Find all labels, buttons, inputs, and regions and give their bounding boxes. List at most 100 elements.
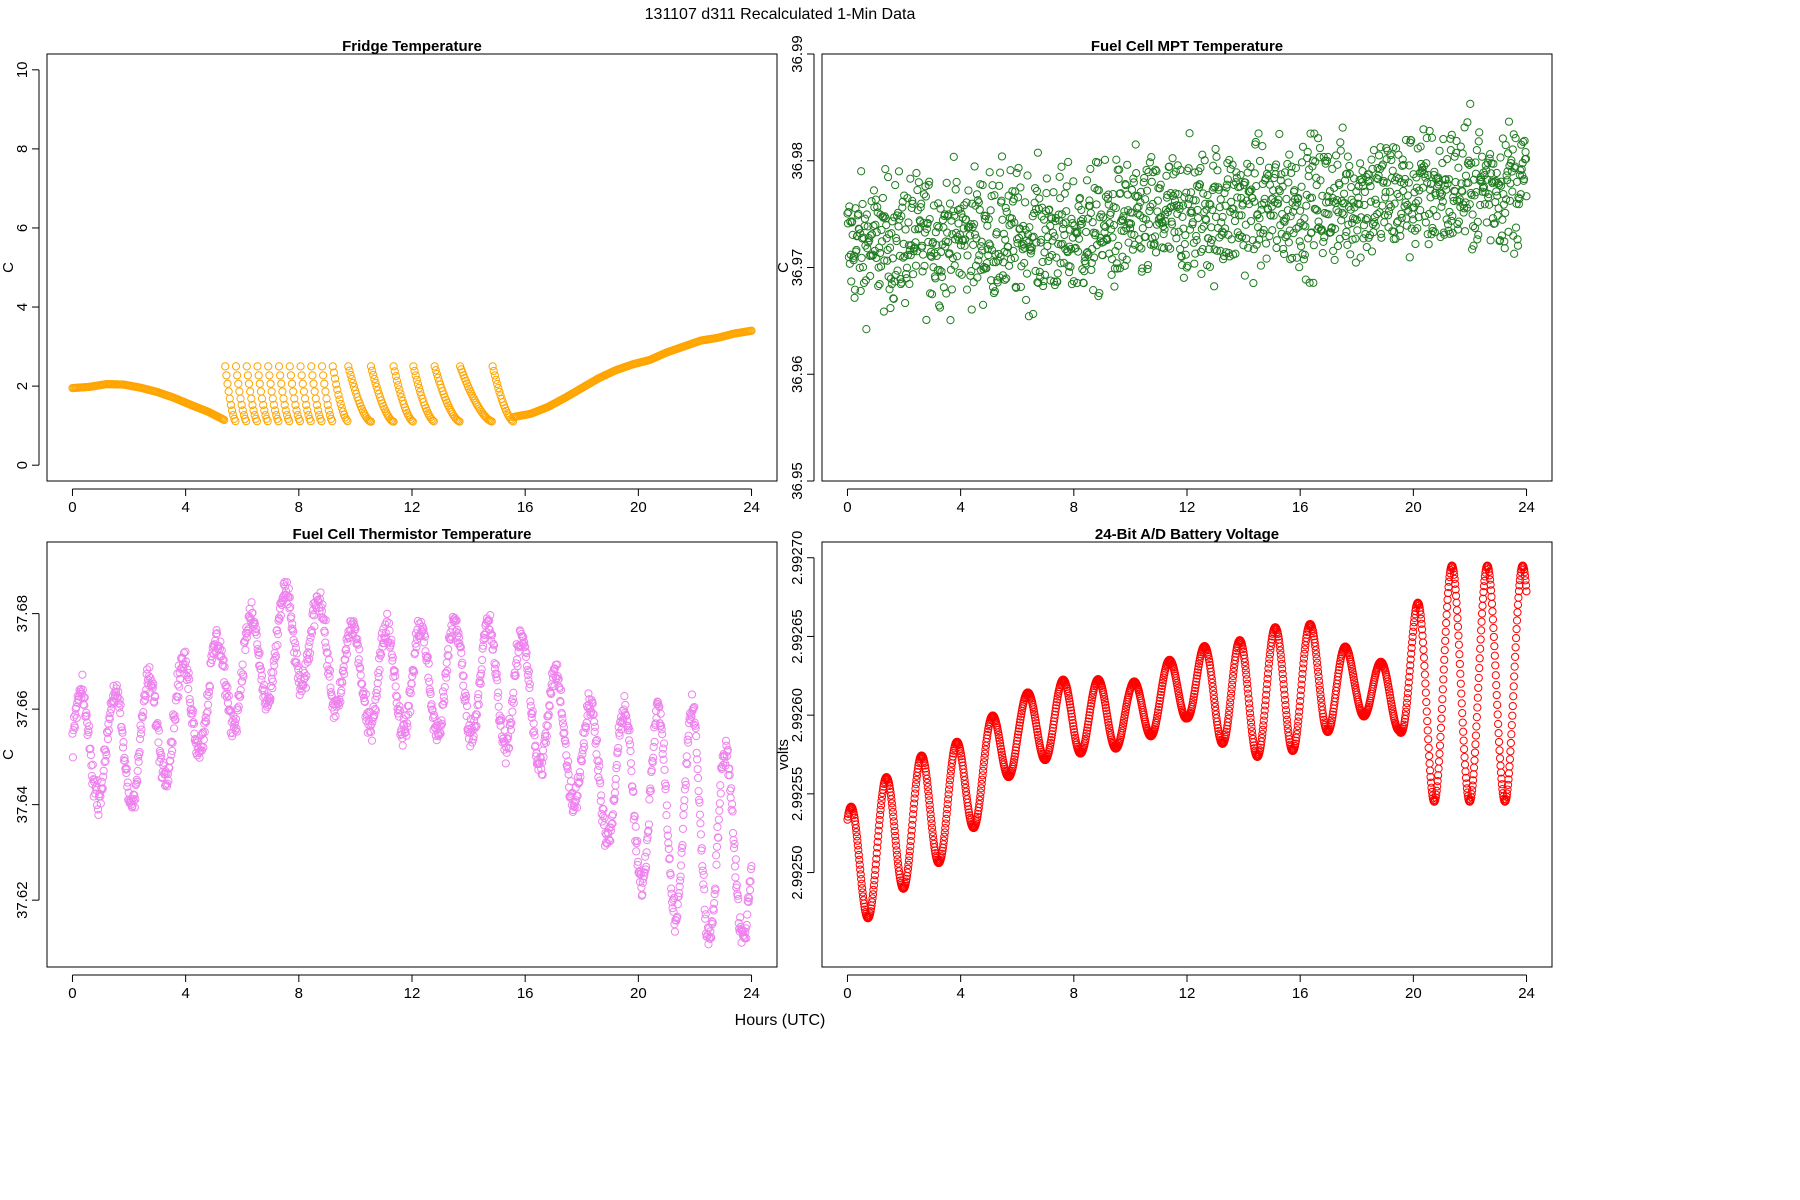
data-point bbox=[912, 168, 921, 178]
data-point bbox=[1476, 200, 1485, 210]
data-point bbox=[711, 851, 721, 860]
data-point bbox=[271, 642, 280, 651]
data-point bbox=[293, 661, 302, 671]
data-point bbox=[929, 839, 939, 848]
data-point bbox=[884, 172, 893, 182]
data-point bbox=[72, 713, 81, 723]
data-point bbox=[513, 661, 522, 671]
data-point bbox=[859, 278, 869, 288]
data-point bbox=[975, 205, 984, 214]
data-point bbox=[614, 743, 623, 753]
data-point bbox=[1453, 219, 1462, 229]
data-point bbox=[1442, 154, 1452, 164]
data-point bbox=[363, 728, 372, 737]
data-point bbox=[936, 204, 945, 213]
data-point bbox=[1076, 220, 1085, 229]
data-point bbox=[1502, 195, 1511, 204]
data-point bbox=[1064, 694, 1074, 703]
data-point bbox=[1115, 189, 1124, 198]
data-point bbox=[265, 371, 274, 380]
data-point bbox=[1388, 166, 1397, 175]
data-point bbox=[909, 270, 918, 279]
data-point bbox=[1047, 730, 1057, 739]
data-point bbox=[1070, 730, 1079, 740]
data-point bbox=[117, 722, 126, 732]
data-point bbox=[223, 683, 232, 692]
data-point bbox=[1101, 192, 1111, 201]
data-point bbox=[866, 904, 876, 913]
data-point bbox=[390, 367, 399, 376]
data-point bbox=[913, 767, 922, 777]
data-point bbox=[372, 688, 381, 698]
data-point bbox=[867, 898, 877, 907]
x-axis: 0 4 8 12 16 20 24 bbox=[68, 974, 760, 1002]
data-point bbox=[683, 760, 692, 769]
data-point bbox=[1255, 156, 1265, 166]
data-point bbox=[1432, 790, 1441, 799]
data-point bbox=[264, 362, 273, 371]
data-point bbox=[1467, 790, 1476, 799]
data-point bbox=[1381, 193, 1390, 202]
data-point bbox=[625, 740, 635, 749]
data-point bbox=[531, 741, 540, 750]
data-point bbox=[1181, 250, 1190, 259]
data-point bbox=[661, 781, 671, 791]
data-point bbox=[1399, 160, 1408, 170]
data-point bbox=[1177, 252, 1186, 262]
data-point bbox=[1191, 680, 1200, 689]
data-point bbox=[1401, 711, 1410, 720]
data-point bbox=[391, 682, 400, 691]
data-point bbox=[659, 744, 668, 753]
data-point bbox=[928, 832, 938, 841]
data-point bbox=[1244, 689, 1253, 698]
data-point bbox=[1066, 706, 1076, 715]
data-point bbox=[695, 798, 704, 807]
data-point bbox=[1420, 661, 1429, 671]
data-point bbox=[1300, 645, 1309, 654]
data-point bbox=[697, 844, 706, 853]
data-point bbox=[1122, 255, 1131, 264]
data-point bbox=[1416, 142, 1425, 151]
data-point bbox=[1192, 674, 1201, 683]
data-point bbox=[280, 577, 289, 587]
data-point bbox=[855, 263, 864, 272]
data-point bbox=[342, 650, 352, 659]
data-point bbox=[231, 714, 241, 724]
data-point bbox=[1111, 203, 1120, 213]
data-point bbox=[1421, 173, 1430, 182]
data-point bbox=[644, 820, 654, 829]
data-point bbox=[1445, 207, 1454, 217]
data-point bbox=[1085, 196, 1094, 205]
data-point bbox=[1335, 180, 1344, 189]
data-point bbox=[1399, 179, 1409, 188]
data-point bbox=[1038, 257, 1047, 267]
data-point bbox=[538, 758, 547, 767]
data-point bbox=[426, 689, 435, 699]
data-point bbox=[1261, 696, 1270, 705]
data-point bbox=[141, 695, 150, 704]
data-point bbox=[306, 649, 315, 658]
data-point bbox=[412, 642, 421, 652]
data-point bbox=[385, 626, 394, 635]
data-point bbox=[1367, 247, 1377, 256]
data-point bbox=[1470, 748, 1480, 757]
data-point bbox=[993, 278, 1002, 287]
data-point bbox=[908, 199, 917, 208]
data-point bbox=[746, 877, 755, 886]
data-point bbox=[272, 652, 281, 661]
data-point bbox=[460, 693, 469, 702]
data-point bbox=[1480, 200, 1489, 209]
data-point bbox=[70, 723, 79, 732]
data-point bbox=[1468, 776, 1478, 785]
data-point bbox=[1210, 245, 1219, 254]
data-point bbox=[485, 625, 494, 634]
data-point bbox=[1275, 638, 1284, 647]
data-point bbox=[925, 215, 934, 224]
data-point bbox=[1231, 649, 1240, 658]
data-point bbox=[1151, 165, 1160, 174]
data-point bbox=[995, 181, 1004, 190]
data-point bbox=[1396, 231, 1405, 241]
data-point bbox=[1306, 129, 1315, 138]
data-point bbox=[94, 810, 103, 820]
data-point bbox=[1192, 677, 1201, 686]
